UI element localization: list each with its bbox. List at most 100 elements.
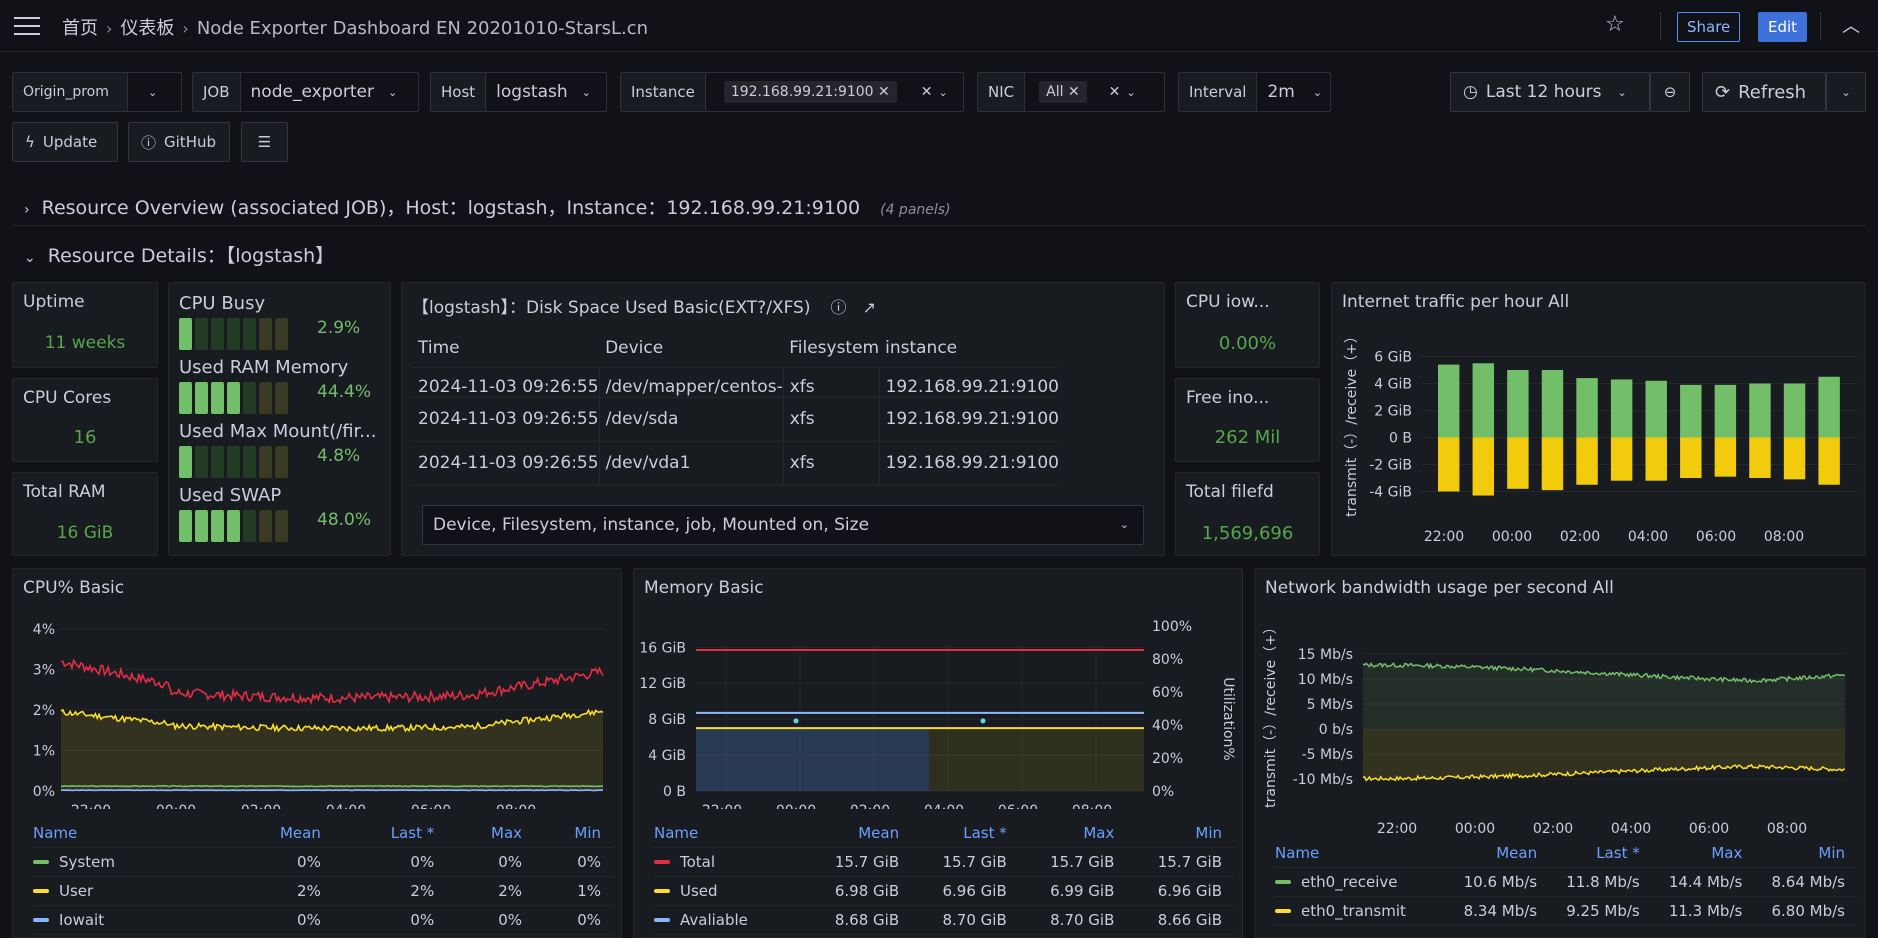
legend-swatch xyxy=(654,918,670,922)
share-button[interactable]: Share xyxy=(1677,12,1741,42)
legend-header[interactable]: Name xyxy=(654,819,804,848)
instance-select[interactable]: Instance 192.168.99.21:9100 ✕ ✕ ⌄ xyxy=(620,72,964,112)
bar-transmit xyxy=(1610,437,1633,481)
legend-header[interactable]: Last * xyxy=(911,819,1019,848)
legend-series-name[interactable]: Iowait xyxy=(33,905,225,935)
gauge-value: 48.0% xyxy=(317,510,372,530)
columns-select-value: Device, Filesystem, instance, job, Mount… xyxy=(433,515,870,535)
legend-row[interactable]: eth0_receive 10.6 Mb/s 11.8 Mb/s 14.4 Mb/s 8… xyxy=(1275,867,1857,897)
close-icon[interactable]: ✕ xyxy=(878,84,890,100)
legend-header[interactable]: Last * xyxy=(1549,839,1652,868)
breadcrumb-dashboards[interactable]: 仪表板 xyxy=(120,18,175,39)
bar-gauge: Used Max Mount(/fir... 4.8% xyxy=(179,421,376,478)
chevron-up-icon[interactable]: ︿ xyxy=(1842,16,1860,37)
host-select[interactable]: Host logstash ⌄ xyxy=(430,72,607,112)
gauge-label: Used RAM Memory xyxy=(179,357,349,378)
star-icon[interactable]: ☆ xyxy=(1605,12,1625,37)
refresh-interval-picker[interactable]: ⌄ xyxy=(1826,72,1866,112)
interval-select[interactable]: Interval 2m ⌄ xyxy=(1178,72,1331,112)
legend-header[interactable]: Name xyxy=(33,819,225,848)
legend-row[interactable]: eth0_transmit 8.34 Mb/s 9.25 Mb/s 11.3 Mb/s… xyxy=(1275,896,1857,926)
links-menu-button[interactable]: ☰ xyxy=(241,122,288,162)
legend-header[interactable]: Max xyxy=(1651,839,1755,868)
x-tick-label: 00:00 xyxy=(1455,821,1495,837)
breadcrumb-home[interactable]: 首页 xyxy=(62,18,98,39)
job-select[interactable]: JOB node_exporter ⌄ xyxy=(192,72,419,112)
legend-series-name[interactable]: eth0_receive xyxy=(1275,867,1447,897)
gauge-segment xyxy=(243,382,256,414)
y-tick-label: 16 GiB xyxy=(639,640,686,656)
legend-series-name[interactable]: Avaliable xyxy=(654,905,804,935)
close-icon[interactable]: ✕ xyxy=(1067,84,1080,100)
legend-header[interactable]: Min xyxy=(534,819,613,848)
x-tick-label: 06:00 xyxy=(1696,529,1736,545)
menu-icon[interactable] xyxy=(14,17,40,35)
legend-header[interactable]: Min xyxy=(1126,819,1234,848)
github-link[interactable]: ⓘ GitHub xyxy=(128,122,230,162)
legend-min: 0% xyxy=(534,905,613,935)
x-tick-label: 02:00 xyxy=(241,803,281,809)
x-tick-label: 06:00 xyxy=(1689,821,1729,837)
legend-series-name[interactable]: Used xyxy=(654,876,804,906)
update-link[interactable]: ϟ Update xyxy=(12,122,118,162)
legend-header[interactable]: Max xyxy=(446,819,535,848)
col-header-device[interactable]: Device xyxy=(599,329,784,368)
legend-row[interactable]: System 0% 0% 0% 0% xyxy=(33,847,613,877)
bar-transmit xyxy=(1818,437,1840,485)
nic-select[interactable]: NIC All ✕ ✕ ⌄ xyxy=(977,72,1165,112)
time-range-picker[interactable]: ◷ Last 12 hours ⌄ xyxy=(1450,72,1650,112)
legend-series-name[interactable]: User xyxy=(33,876,225,906)
col-header-filesystem[interactable]: Filesystem xyxy=(783,329,880,368)
free-inodes-value: 262 Mil xyxy=(1214,427,1281,448)
legend-row[interactable]: Used 6.98 GiB 6.96 GiB 6.99 GiB 6.96 GiB xyxy=(654,876,1234,906)
total-filefd-value: 1,569,696 xyxy=(1201,523,1294,544)
columns-select[interactable]: Device, Filesystem, instance, job, Mount… xyxy=(422,505,1144,545)
legend-row[interactable]: Total 15.7 GiB 15.7 GiB 15.7 GiB 15.7 GiB xyxy=(654,847,1234,877)
legend-header[interactable]: Mean xyxy=(224,819,333,848)
origin-prom-select[interactable]: Origin_prom ⌄ xyxy=(12,72,182,112)
external-link-icon[interactable]: ↗ xyxy=(862,298,876,317)
y-tick-label: 4% xyxy=(33,622,55,638)
legend-series-name[interactable]: System xyxy=(33,847,225,877)
legend-last: 9.25 Mb/s xyxy=(1549,896,1652,926)
col-header-time[interactable]: Time xyxy=(412,329,600,368)
row-resource-overview[interactable]: › Resource Overview (associated JOB)，Host… xyxy=(24,193,951,220)
x-tick-label: 22:00 xyxy=(702,803,742,809)
chevron-down-icon: ⌄ xyxy=(1126,85,1136,99)
info-icon[interactable]: ⓘ xyxy=(830,298,847,317)
legend-header[interactable]: Mean xyxy=(803,819,912,848)
legend-header[interactable]: Max xyxy=(1018,819,1127,848)
y-tick-label: 2 GiB xyxy=(1374,404,1412,420)
area-user xyxy=(61,709,603,791)
legend-series-name[interactable]: eth0_transmit xyxy=(1275,896,1447,926)
area-used xyxy=(696,728,929,791)
legend-header[interactable]: Last * xyxy=(332,819,447,848)
legend-header[interactable]: Name xyxy=(1275,839,1447,868)
legend-series-name[interactable]: Total xyxy=(654,847,804,877)
legend-header[interactable]: Min xyxy=(1754,839,1857,868)
legend-row[interactable]: Iowait 0% 0% 0% 0% xyxy=(33,905,613,935)
legend-row[interactable]: User 2% 2% 2% 1% xyxy=(33,876,613,906)
col-header-instance[interactable]: instance xyxy=(879,329,1059,368)
legend-swatch xyxy=(33,860,49,864)
y2-tick-label: 40% xyxy=(1152,718,1183,734)
bar-transmit xyxy=(1576,437,1598,485)
legend-row[interactable]: Avaliable 8.68 GiB 8.70 GiB 8.70 GiB 8.66 Gi… xyxy=(654,905,1234,935)
y2-tick-label: 60% xyxy=(1152,685,1183,701)
clear-icon[interactable]: ✕ xyxy=(920,84,933,100)
bar-receive xyxy=(1576,378,1598,438)
x-tick-label: 02:00 xyxy=(1533,821,1573,837)
clear-icon[interactable]: ✕ xyxy=(1108,84,1121,100)
x-tick-label: 04:00 xyxy=(924,803,964,809)
top-bar: 首页 › 仪表板 › Node Exporter Dashboard EN 202010… xyxy=(0,0,1878,52)
line-transmit xyxy=(1362,763,1846,782)
y-tick-label: 8 GiB xyxy=(648,712,686,728)
edit-button[interactable]: Edit xyxy=(1758,12,1808,42)
gauge-segment xyxy=(179,510,192,542)
zoom-out-button[interactable]: ⊖ xyxy=(1650,72,1690,112)
refresh-button[interactable]: ⟳ Refresh xyxy=(1702,72,1826,112)
nic-chip-label: All xyxy=(1046,84,1064,100)
legend-header[interactable]: Mean xyxy=(1446,839,1550,868)
bar-transmit xyxy=(1438,437,1460,492)
row-resource-details[interactable]: ⌄ Resource Details：【logstash】 xyxy=(24,241,334,268)
